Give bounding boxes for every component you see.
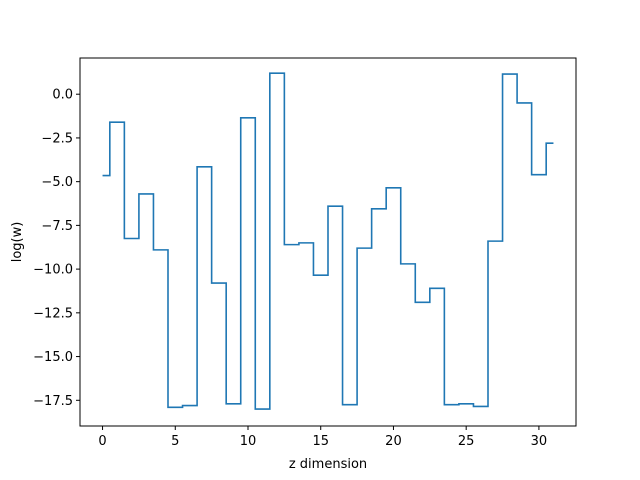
x-tick-label: 10 [240, 434, 257, 449]
x-tick-label: 0 [98, 434, 106, 449]
y-tick-label: 0.0 [52, 88, 73, 103]
x-axis-label: z dimension [289, 457, 367, 472]
y-tick-label: −5.0 [41, 175, 73, 190]
x-tick-label: 15 [312, 434, 329, 449]
axis-ticks: 0 5 10 15 20 25 30 0.0 −2.5 −5.0 −7.5 −10.0 −12.5 −15… [33, 88, 547, 449]
y-tick-label: −12.5 [33, 306, 73, 321]
x-tick-label: 20 [385, 434, 402, 449]
y-axis-label: log(w) [10, 222, 25, 263]
y-tick-label: −7.5 [41, 219, 73, 234]
y-tick-label: −2.5 [41, 131, 73, 146]
y-tick-label: −17.5 [33, 394, 73, 409]
x-tick-label: 30 [531, 434, 548, 449]
x-tick-label: 25 [458, 434, 475, 449]
x-tick-label: 5 [171, 434, 179, 449]
y-tick-label: −10.0 [33, 263, 73, 278]
y-tick-label: −15.0 [33, 350, 73, 365]
series-line [102, 72, 554, 410]
plot-area [102, 72, 554, 410]
axes-frame [79, 57, 577, 427]
